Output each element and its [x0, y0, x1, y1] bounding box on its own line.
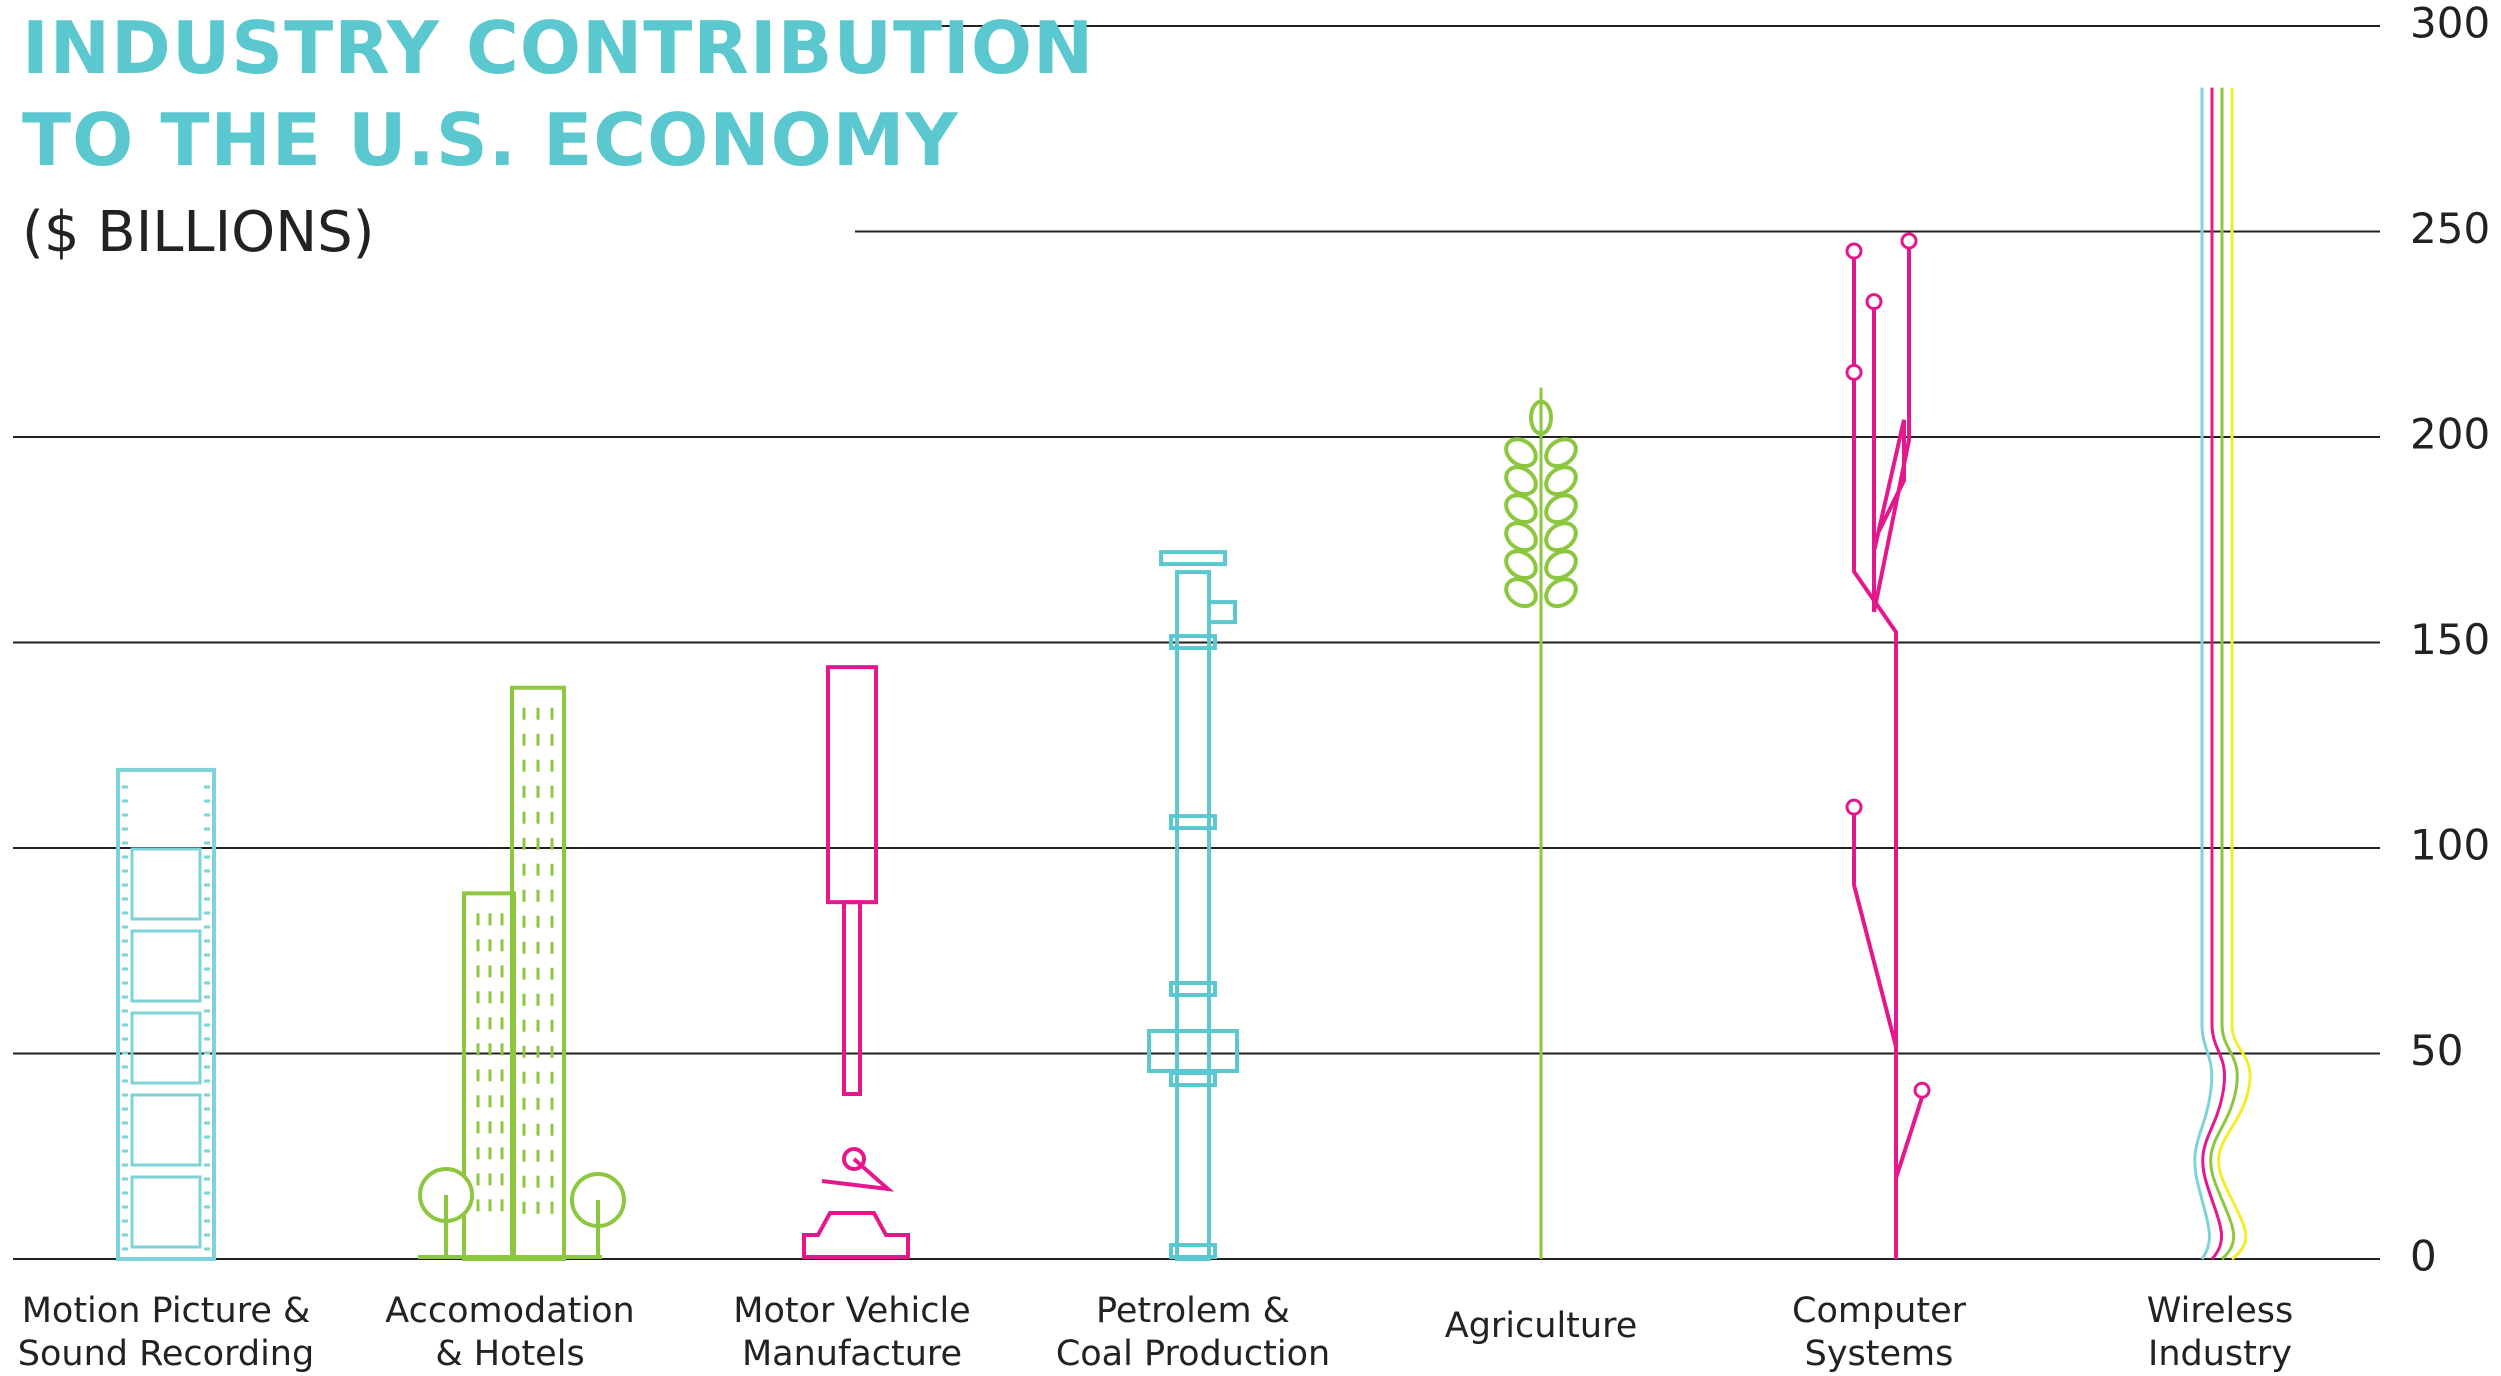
film-frame [130, 847, 202, 921]
film-frame [130, 1093, 202, 1167]
joint [842, 1147, 866, 1171]
y-tick-label: 100 [2410, 821, 2490, 870]
x-tick-label: Motor Vehicle Manufacture [733, 1291, 971, 1374]
grain [1544, 577, 1578, 609]
flange [1169, 981, 1217, 997]
grain [1504, 493, 1538, 525]
x-tick-label: Wireless Industry [2146, 1291, 2294, 1374]
film-frame [130, 1011, 202, 1085]
grain [1529, 399, 1553, 436]
node [1845, 242, 1863, 260]
grain [1544, 493, 1578, 525]
film-frame [130, 929, 202, 1003]
car [802, 1211, 910, 1259]
wire [2217, 87, 2252, 1261]
x-tick-label: Computer Systems [1792, 1291, 1966, 1374]
node [1845, 363, 1863, 381]
grain [1544, 549, 1578, 581]
node [1845, 798, 1863, 816]
y-tick-label: 300 [2410, 0, 2490, 48]
y-tick-label: 250 [2410, 204, 2490, 253]
bar [826, 665, 878, 905]
flange [1169, 1243, 1217, 1259]
chart-subtitle: ($ BILLIONS) [22, 200, 375, 265]
node [1865, 293, 1883, 311]
bar [1175, 570, 1211, 1261]
grain [1504, 465, 1538, 497]
bar [1852, 247, 1911, 1259]
x-tick-label: Agriculture [1444, 1306, 1638, 1346]
grain [1544, 521, 1578, 553]
film-frame [130, 1175, 202, 1249]
side-pipe [1207, 600, 1237, 625]
node [1913, 1081, 1931, 1099]
grain [1504, 521, 1538, 553]
tee [1147, 1029, 1239, 1073]
bar [2193, 87, 2214, 1260]
bar [116, 767, 216, 1261]
flange [1169, 634, 1217, 651]
node [1900, 232, 1918, 250]
arm [842, 900, 862, 1096]
grain [1504, 577, 1538, 609]
x-tick-label: Motion Picture & Sound Recording [17, 1291, 315, 1374]
x-tick-label: Petrolem & Coal Production [1055, 1291, 1331, 1374]
grain [1504, 437, 1538, 469]
y-tick-label: 50 [2410, 1026, 2463, 1075]
trace [1852, 258, 1924, 1179]
wire [2201, 87, 2226, 1261]
chart-title: INDUSTRY CONTRIBUTION TO THE U.S. ECONOM… [22, 6, 1095, 182]
wire [2209, 87, 2239, 1261]
arm-lower [821, 1157, 895, 1192]
x-tick-label: Accomodation & Hotels [385, 1291, 635, 1374]
y-tick-label: 200 [2410, 410, 2490, 459]
grain [1544, 437, 1578, 469]
grain [1504, 549, 1538, 581]
y-tick-label: 0 [2410, 1232, 2437, 1281]
grain [1544, 465, 1578, 497]
flange [1169, 814, 1217, 831]
valve [1159, 550, 1227, 567]
y-tick-label: 150 [2410, 615, 2490, 664]
